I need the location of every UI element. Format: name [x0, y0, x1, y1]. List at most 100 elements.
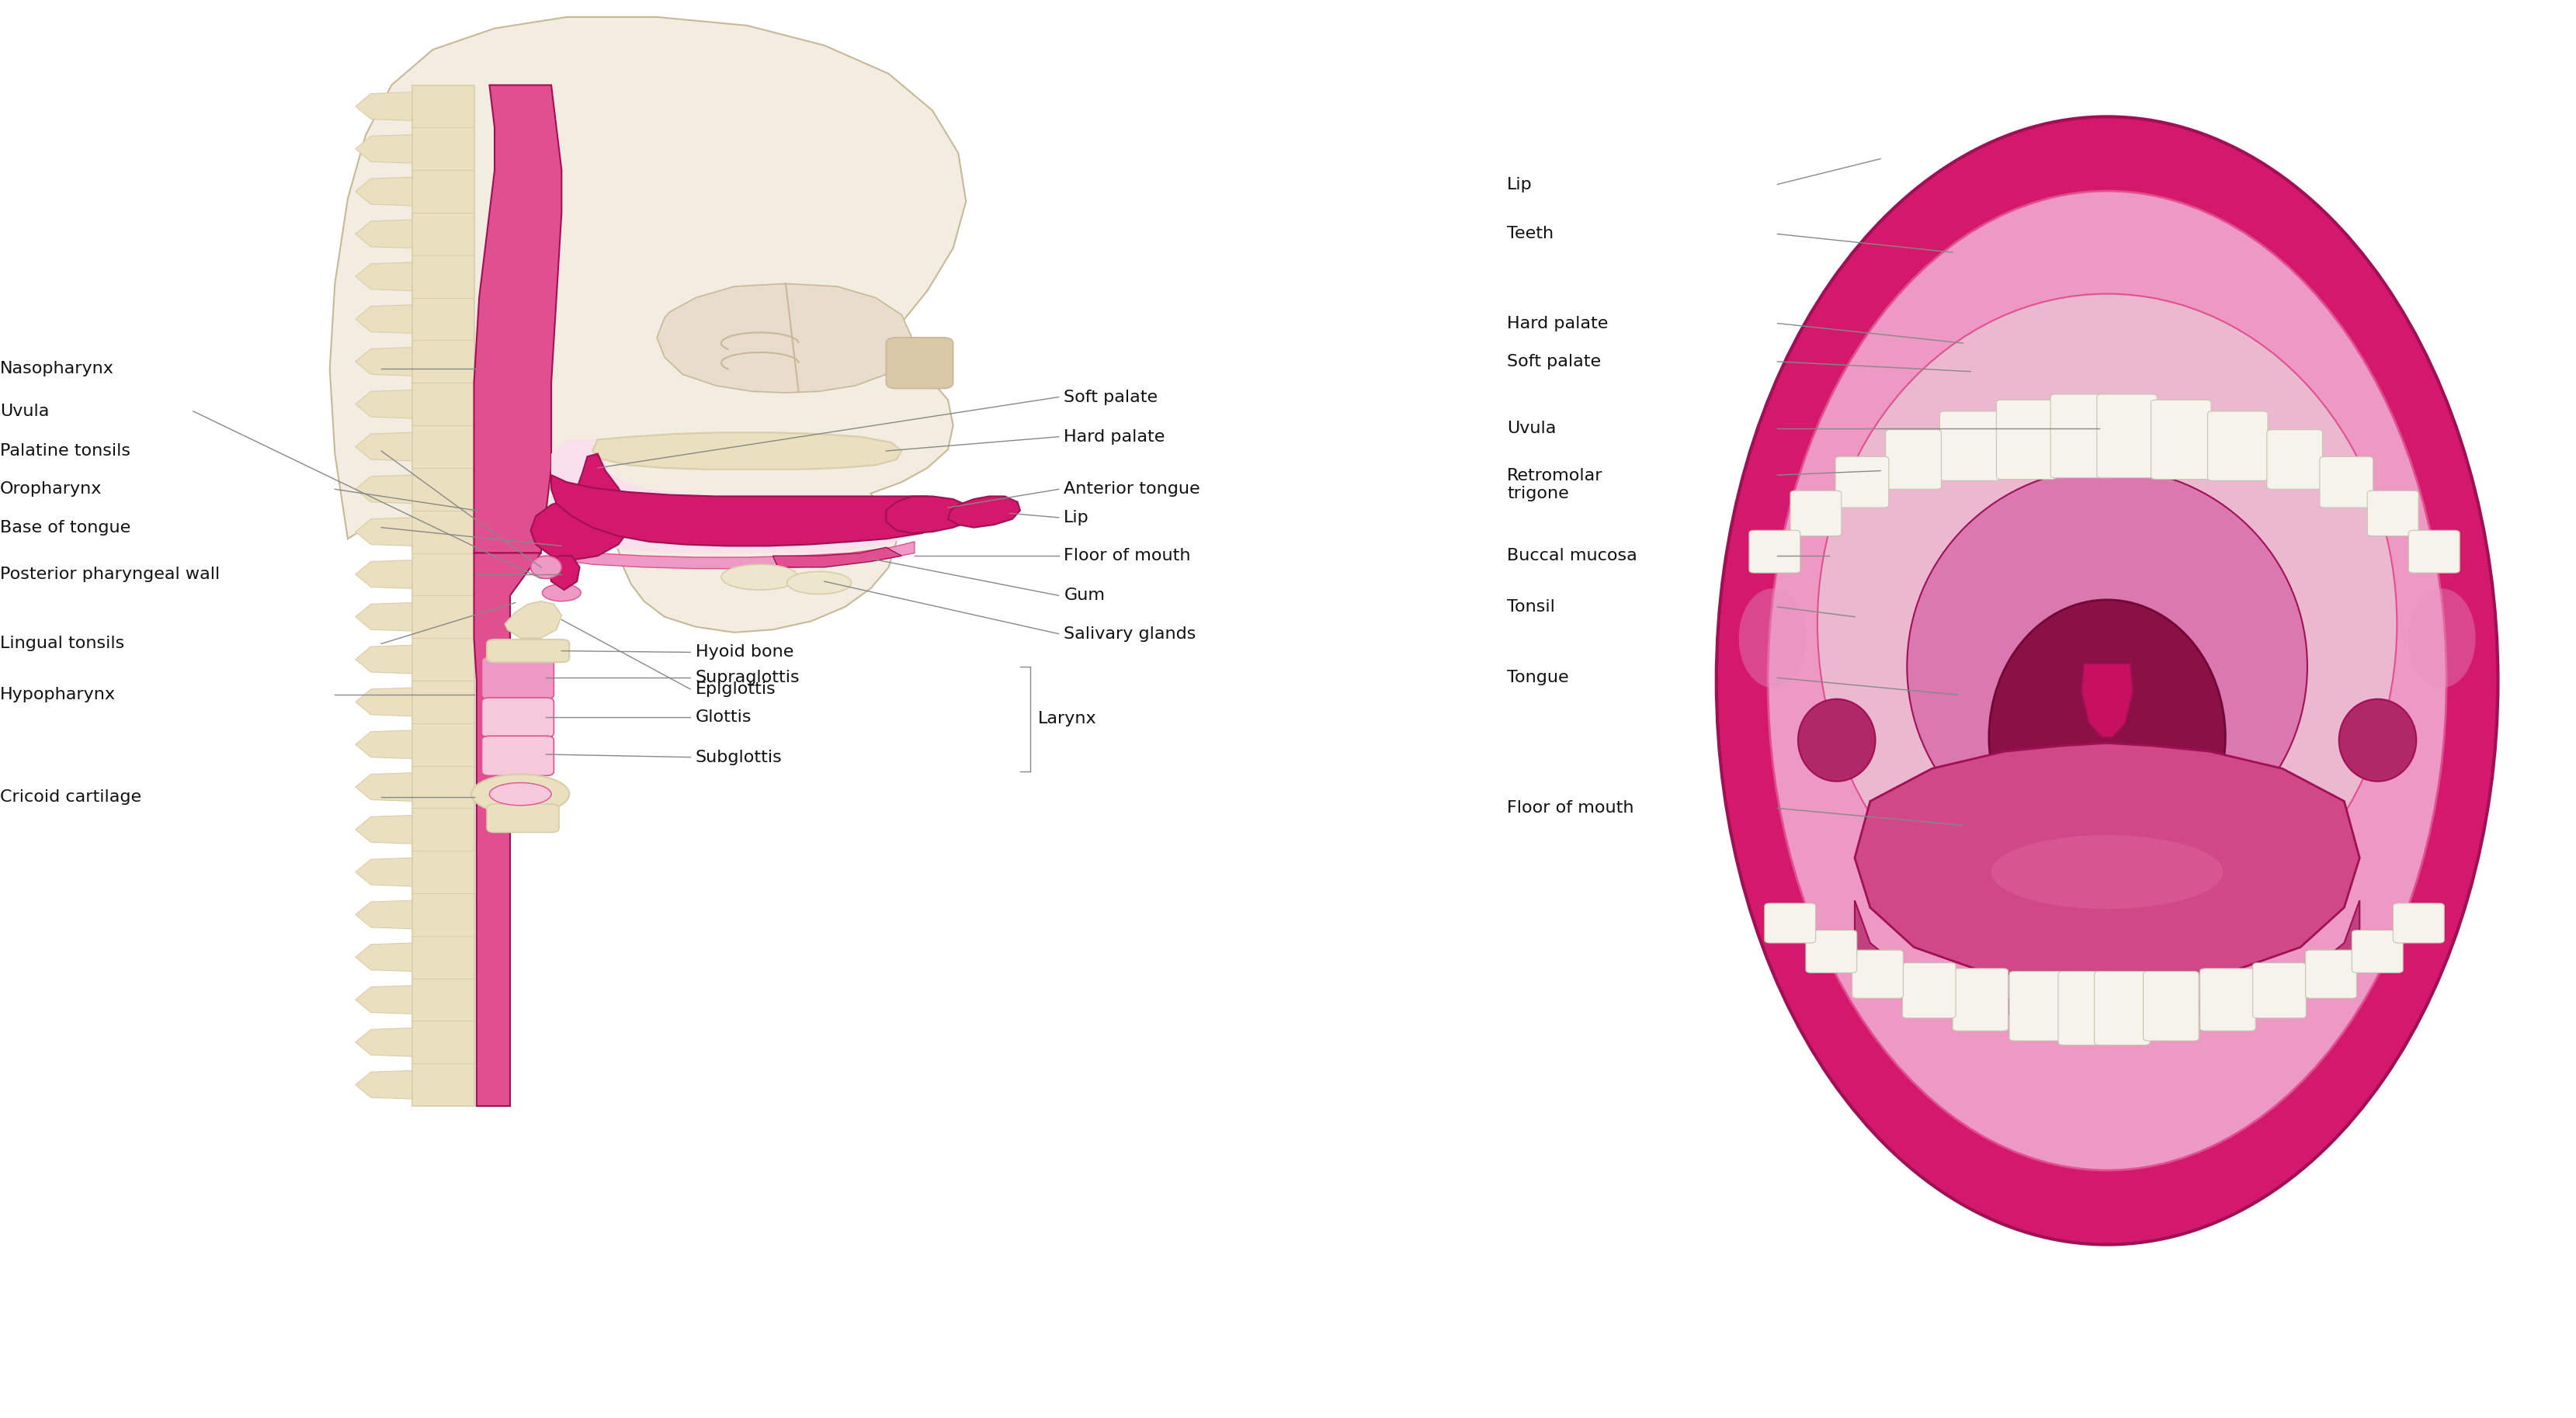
Polygon shape — [355, 305, 412, 333]
FancyBboxPatch shape — [1996, 400, 2056, 479]
FancyBboxPatch shape — [1834, 457, 1888, 508]
Text: Floor of mouth: Floor of mouth — [1507, 801, 1633, 815]
FancyBboxPatch shape — [487, 804, 559, 832]
Polygon shape — [355, 560, 412, 588]
Text: Nasopharynx: Nasopharynx — [0, 362, 113, 376]
Text: Supraglottis: Supraglottis — [696, 671, 801, 685]
Polygon shape — [355, 943, 412, 971]
Polygon shape — [592, 432, 902, 469]
Text: Hard palate: Hard palate — [1064, 430, 1164, 444]
Polygon shape — [355, 1028, 412, 1056]
Ellipse shape — [788, 571, 850, 594]
Polygon shape — [355, 135, 412, 163]
Polygon shape — [355, 688, 412, 716]
Text: Hard palate: Hard palate — [1507, 316, 1607, 330]
Text: Salivary glands: Salivary glands — [1064, 627, 1195, 641]
Polygon shape — [355, 262, 412, 291]
Ellipse shape — [1906, 468, 2308, 865]
FancyBboxPatch shape — [886, 337, 953, 389]
Polygon shape — [948, 496, 1020, 527]
Ellipse shape — [541, 584, 580, 601]
FancyBboxPatch shape — [2143, 971, 2200, 1041]
Ellipse shape — [1767, 191, 2447, 1170]
FancyBboxPatch shape — [2097, 394, 2156, 478]
Text: Lip: Lip — [1064, 510, 1090, 525]
Text: Teeth: Teeth — [1507, 227, 1553, 241]
FancyBboxPatch shape — [2058, 971, 2115, 1045]
Ellipse shape — [2339, 699, 2416, 781]
FancyBboxPatch shape — [1749, 530, 1801, 573]
Text: Soft palate: Soft palate — [1507, 354, 1602, 369]
Polygon shape — [355, 986, 412, 1014]
Polygon shape — [355, 645, 412, 674]
FancyBboxPatch shape — [2409, 530, 2460, 573]
Polygon shape — [474, 85, 562, 553]
Polygon shape — [773, 547, 902, 567]
FancyBboxPatch shape — [482, 657, 554, 699]
Polygon shape — [531, 454, 631, 560]
Text: Base of tongue: Base of tongue — [0, 520, 131, 535]
Polygon shape — [1855, 743, 2360, 981]
Polygon shape — [355, 92, 412, 121]
FancyBboxPatch shape — [2306, 950, 2357, 998]
Polygon shape — [1855, 900, 2360, 1021]
FancyBboxPatch shape — [1806, 930, 1857, 973]
FancyBboxPatch shape — [1940, 411, 1999, 481]
Polygon shape — [355, 347, 412, 376]
Polygon shape — [551, 440, 917, 553]
Ellipse shape — [471, 774, 569, 814]
FancyBboxPatch shape — [2151, 400, 2210, 479]
Text: Hypopharynx: Hypopharynx — [0, 688, 116, 702]
Ellipse shape — [1991, 835, 2223, 909]
FancyBboxPatch shape — [482, 698, 554, 737]
Polygon shape — [355, 1071, 412, 1099]
Text: Palatine tonsils: Palatine tonsils — [0, 444, 131, 458]
Polygon shape — [355, 475, 412, 503]
Polygon shape — [551, 542, 914, 569]
Polygon shape — [355, 390, 412, 418]
FancyBboxPatch shape — [2009, 971, 2066, 1041]
Polygon shape — [355, 432, 412, 461]
Polygon shape — [551, 475, 948, 546]
FancyBboxPatch shape — [2393, 903, 2445, 943]
Text: Tonsil: Tonsil — [1507, 600, 1556, 614]
Ellipse shape — [1819, 294, 2396, 954]
FancyBboxPatch shape — [2267, 430, 2324, 489]
Ellipse shape — [1739, 588, 1806, 688]
FancyBboxPatch shape — [2200, 968, 2257, 1031]
Text: Gum: Gum — [1064, 588, 1105, 603]
Ellipse shape — [2409, 588, 2476, 688]
Ellipse shape — [489, 783, 551, 805]
FancyBboxPatch shape — [2094, 971, 2151, 1045]
Text: Tongue: Tongue — [1507, 671, 1569, 685]
FancyBboxPatch shape — [1953, 968, 2009, 1031]
Text: Oropharynx: Oropharynx — [0, 482, 103, 496]
Ellipse shape — [1989, 600, 2226, 875]
Text: Uvula: Uvula — [0, 404, 49, 418]
Text: Floor of mouth: Floor of mouth — [1064, 549, 1190, 563]
FancyBboxPatch shape — [2318, 457, 2372, 508]
Polygon shape — [355, 773, 412, 801]
Polygon shape — [355, 603, 412, 631]
Text: Cricoid cartilage: Cricoid cartilage — [0, 790, 142, 804]
FancyBboxPatch shape — [1852, 950, 1904, 998]
Text: Posterior pharyngeal wall: Posterior pharyngeal wall — [0, 567, 219, 581]
Text: Uvula: Uvula — [1507, 421, 1556, 435]
Ellipse shape — [531, 556, 562, 579]
FancyBboxPatch shape — [2352, 930, 2403, 973]
Polygon shape — [355, 220, 412, 248]
Ellipse shape — [721, 564, 799, 590]
FancyBboxPatch shape — [2367, 491, 2419, 536]
Text: Anterior tongue: Anterior tongue — [1064, 482, 1200, 496]
FancyBboxPatch shape — [2251, 963, 2306, 1018]
FancyBboxPatch shape — [2208, 411, 2267, 481]
Text: Lingual tonsils: Lingual tonsils — [0, 637, 124, 651]
Text: Subglottis: Subglottis — [696, 750, 783, 764]
Text: Glottis: Glottis — [696, 710, 752, 725]
Ellipse shape — [1716, 116, 2499, 1245]
Polygon shape — [355, 177, 412, 206]
Polygon shape — [355, 815, 412, 844]
Polygon shape — [355, 858, 412, 886]
Ellipse shape — [1798, 699, 1875, 781]
FancyBboxPatch shape — [487, 640, 569, 662]
